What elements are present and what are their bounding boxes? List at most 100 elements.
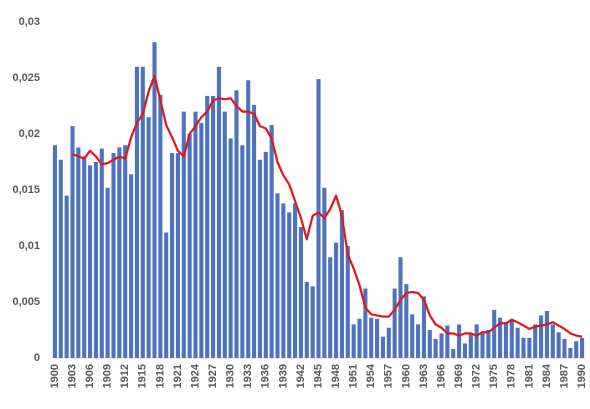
bar xyxy=(123,145,128,358)
bar xyxy=(111,153,116,358)
bar xyxy=(375,318,380,358)
y-tick-label: 0,01 xyxy=(19,240,40,252)
bar xyxy=(334,242,339,358)
bar xyxy=(222,111,227,358)
bar xyxy=(468,333,473,358)
bar xyxy=(380,336,385,358)
bar xyxy=(433,338,438,358)
x-tick-label: 1954 xyxy=(365,363,377,388)
bar xyxy=(70,126,75,358)
x-tick-label: 1957 xyxy=(383,364,395,388)
bar xyxy=(427,330,432,358)
bar xyxy=(234,90,239,358)
x-tick-label: 1927 xyxy=(207,364,219,388)
x-tick-label: 1933 xyxy=(242,364,254,388)
bar xyxy=(480,333,485,358)
bar xyxy=(339,210,344,358)
x-tick-label: 1921 xyxy=(172,364,184,388)
x-tick-label: 1966 xyxy=(435,364,447,388)
bar xyxy=(252,104,257,358)
bar xyxy=(211,95,216,359)
bar xyxy=(509,318,514,358)
bar xyxy=(363,288,368,358)
bar xyxy=(129,174,134,358)
bar xyxy=(457,324,462,358)
y-tick-label: 0,03 xyxy=(19,16,40,28)
bar xyxy=(562,338,567,358)
bar xyxy=(228,138,233,358)
x-tick-label: 1945 xyxy=(312,364,324,388)
x-tick-label: 1939 xyxy=(277,364,289,388)
x-tick-label: 1912 xyxy=(119,364,131,388)
bar xyxy=(310,286,315,358)
bar xyxy=(574,341,579,358)
bar xyxy=(416,324,421,358)
bar xyxy=(269,125,274,358)
x-tick-label: 1960 xyxy=(400,364,412,388)
bar xyxy=(486,330,491,358)
x-tick-label: 1936 xyxy=(260,364,272,388)
bar xyxy=(351,324,356,358)
bar xyxy=(175,153,180,358)
bar xyxy=(345,246,350,358)
x-tick-label: 1984 xyxy=(541,363,553,388)
x-tick-label: 1909 xyxy=(102,364,114,388)
bar xyxy=(550,324,555,358)
y-tick-label: 0,025 xyxy=(12,72,40,84)
bar xyxy=(82,156,87,358)
bar xyxy=(539,315,544,358)
x-tick-label: 1963 xyxy=(418,364,430,388)
bar xyxy=(421,296,426,358)
y-tick-label: 0 xyxy=(34,352,40,364)
y-tick-label: 0,005 xyxy=(12,296,40,308)
bar xyxy=(527,337,532,358)
bar xyxy=(544,310,549,358)
bar xyxy=(105,187,110,358)
bar xyxy=(322,187,327,358)
bar xyxy=(170,153,175,358)
x-tick-label: 1900 xyxy=(49,364,61,388)
bar xyxy=(398,257,403,358)
bar xyxy=(263,151,268,358)
bar xyxy=(404,284,409,358)
y-tick-label: 0,02 xyxy=(19,128,40,140)
x-tick-label: 1942 xyxy=(295,364,307,388)
trend-line xyxy=(72,74,583,338)
x-tick-label: 1906 xyxy=(84,364,96,388)
bar xyxy=(568,347,573,358)
x-tick-label: 1903 xyxy=(66,364,78,388)
bar xyxy=(533,324,538,358)
bar xyxy=(304,281,309,358)
bar xyxy=(152,42,157,358)
x-tick-label: 1930 xyxy=(225,364,237,388)
bar xyxy=(199,122,204,358)
bar xyxy=(158,94,163,359)
x-tick-label: 1948 xyxy=(330,364,342,388)
x-tick-label: 1990 xyxy=(576,364,588,388)
x-tick-label: 1918 xyxy=(154,364,166,388)
bar xyxy=(146,117,151,358)
bar xyxy=(246,80,251,359)
bar xyxy=(498,317,503,358)
bar xyxy=(193,111,198,358)
bar xyxy=(140,66,145,359)
bar xyxy=(164,232,169,358)
x-tick-label: 1969 xyxy=(453,364,465,388)
bar xyxy=(410,314,415,358)
x-tick-label: 1978 xyxy=(506,364,518,388)
bar xyxy=(88,165,93,358)
bar xyxy=(316,79,321,359)
bar xyxy=(181,111,186,358)
bar xyxy=(275,193,280,358)
bar xyxy=(357,318,362,358)
bar xyxy=(492,309,497,358)
x-tick-label: 1915 xyxy=(137,364,149,388)
bar xyxy=(386,327,391,358)
bar xyxy=(93,162,98,358)
bar xyxy=(451,349,456,358)
x-tick-label: 1951 xyxy=(348,364,360,388)
bar xyxy=(187,134,192,358)
bar xyxy=(287,212,292,358)
bar xyxy=(328,257,333,358)
